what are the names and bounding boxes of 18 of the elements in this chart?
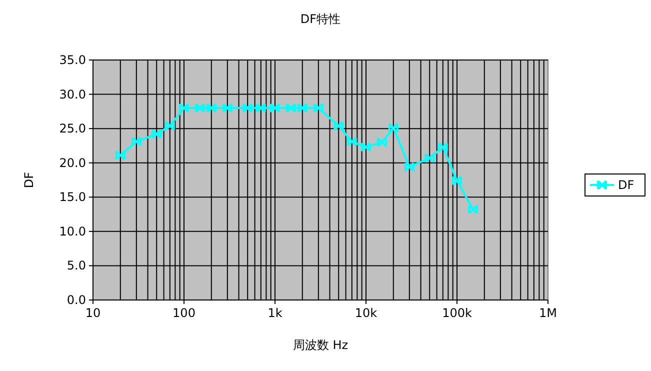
legend-label: DF xyxy=(618,178,634,192)
chart-title: DF特性 xyxy=(300,12,341,26)
x-tick-label: 1M xyxy=(539,306,557,320)
y-tick-label: 10.0 xyxy=(59,224,86,238)
y-tick-label: 5.0 xyxy=(66,258,86,273)
x-tick-label: 1k xyxy=(268,306,282,320)
x-tick-label: 100 xyxy=(172,306,196,320)
y-tick-label: 20.0 xyxy=(59,156,86,170)
y-tick-label: 25.0 xyxy=(59,122,86,136)
y-tick-label: 30.0 xyxy=(59,87,86,102)
x-tick-label: 10 xyxy=(85,306,101,320)
x-tick-label: 10k xyxy=(354,306,378,320)
x-tick-label: 100k xyxy=(442,306,472,320)
y-tick-label: 0.0 xyxy=(66,293,86,307)
y-tick-label: 35.0 xyxy=(59,53,86,67)
y-axis-title: DF xyxy=(22,172,36,188)
y-tick-label: 15.0 xyxy=(59,190,86,204)
x-axis-title: 周波数 Hz xyxy=(292,338,348,352)
